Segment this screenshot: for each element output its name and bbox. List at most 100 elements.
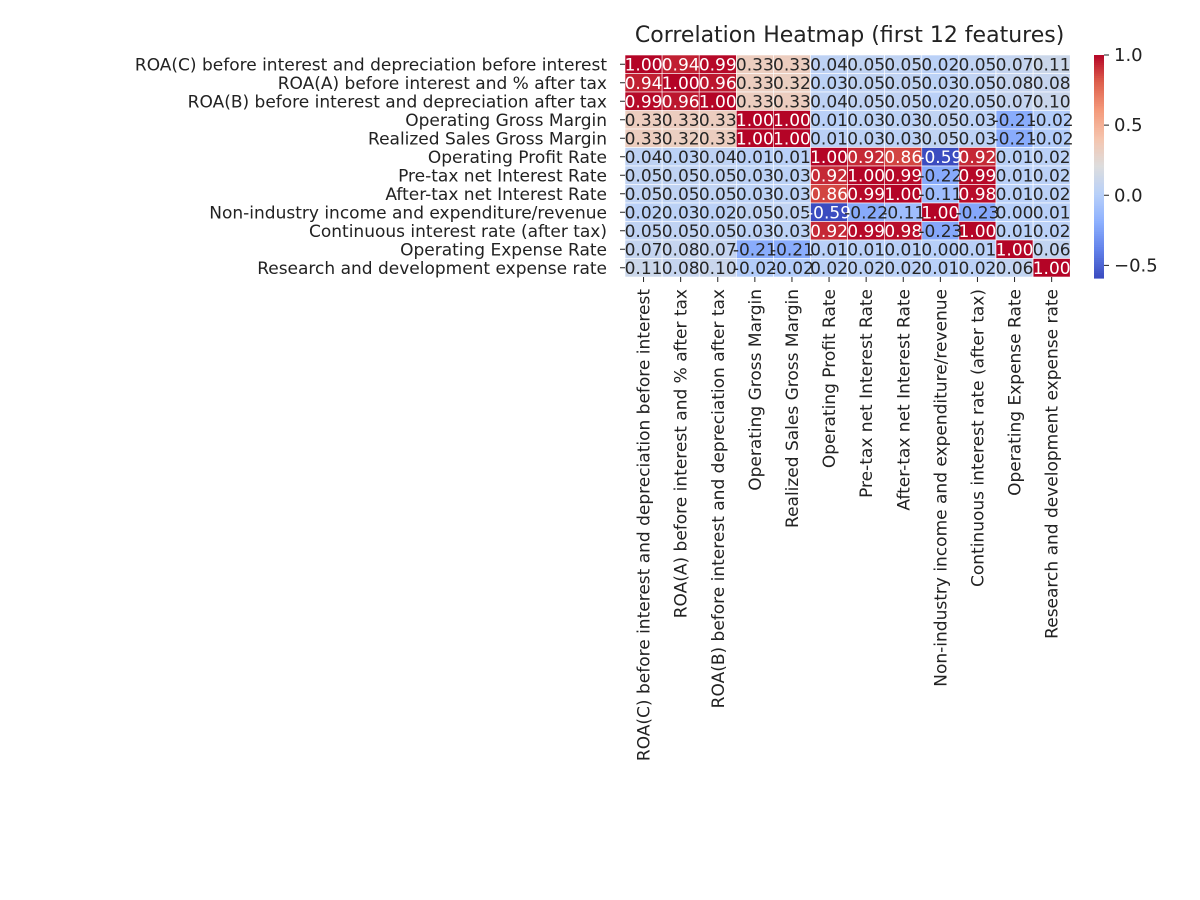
colorbar-segment xyxy=(1094,159,1104,162)
y-tick-labels: ROA(C) before interest and depreciation … xyxy=(135,55,625,279)
colorbar-segment xyxy=(1094,153,1104,156)
y-tick-label: Research and development expense rate xyxy=(257,259,607,279)
cell-value-label: 1.00 xyxy=(736,129,774,149)
colorbar-segment xyxy=(1094,166,1104,169)
cell-value-label: 0.05 xyxy=(662,185,700,205)
cell-annotations: 1.00 0.94 0.99 0.33 0.33 0.04 0.05 0.05 0.02 0.05… xyxy=(625,55,1074,279)
colorbar-segment xyxy=(1094,146,1104,149)
cell-value-label: 0.05 xyxy=(847,55,885,75)
cell-value-label: 1.00 xyxy=(736,111,774,131)
cell-value-label: 0.03 xyxy=(662,148,700,168)
cell-value-label: -0.02 xyxy=(1030,129,1074,149)
colorbar-tick-label: 1.0 xyxy=(1114,45,1143,66)
x-tick-labels: ROA(C) before interest and depreciation … xyxy=(635,277,1063,761)
colorbar-segment xyxy=(1094,227,1104,231)
cell-value-label: 0.05 xyxy=(662,222,700,242)
x-tick-label: ROA(B) before interest and depreciation … xyxy=(709,289,729,708)
cell-value-label: -0.23 xyxy=(918,222,962,242)
cell-value-label: 0.33 xyxy=(699,111,737,131)
cell-value-label: 1.00 xyxy=(773,111,811,131)
colorbar-segment xyxy=(1094,86,1104,90)
cell-value-label: -0.11 xyxy=(918,185,962,205)
cell-value-label: 0.99 xyxy=(847,185,885,205)
cell-value-label: 0.02 xyxy=(921,92,959,112)
colorbar-segment xyxy=(1094,253,1104,257)
colorbar-segment xyxy=(1094,136,1104,140)
colorbar-segment xyxy=(1094,94,1104,97)
x-tick-label: Operating Profit Rate xyxy=(820,289,840,468)
cell-value-label: 0.01 xyxy=(884,240,922,260)
colorbar-segment xyxy=(1094,225,1104,229)
colorbar-segment xyxy=(1094,207,1104,210)
cell-value-label: 0.92 xyxy=(810,166,848,186)
cell-value-label: 0.86 xyxy=(884,148,922,168)
cell-value-label: 0.11 xyxy=(1033,55,1071,75)
cell-value-label: 0.01 xyxy=(996,222,1034,242)
colorbar-segment xyxy=(1094,276,1104,279)
cell-value-label: 0.05 xyxy=(736,203,774,223)
cell-value-label: 0.33 xyxy=(625,111,663,131)
colorbar-segment xyxy=(1094,170,1104,173)
cell-value-label: 0.92 xyxy=(847,148,885,168)
cell-value-label: 0.92 xyxy=(959,148,997,168)
cell-value-label: 0.10 xyxy=(699,259,737,279)
colorbar-segment xyxy=(1094,177,1104,181)
cell-value-label: 0.05 xyxy=(625,185,663,205)
cell-value-label: 1.00 xyxy=(996,240,1034,260)
colorbar-segment xyxy=(1094,64,1104,67)
y-tick-label: Non-industry income and expenditure/reve… xyxy=(209,203,607,223)
cell-value-label: 0.05 xyxy=(625,222,663,242)
colorbar-segment xyxy=(1094,58,1104,62)
x-tick-label: Realized Sales Gross Margin xyxy=(783,289,803,528)
cell-value-label: 0.33 xyxy=(699,129,737,149)
colorbar-segment xyxy=(1094,270,1104,274)
colorbar-segment xyxy=(1094,268,1104,272)
cell-value-label: 0.02 xyxy=(1033,222,1071,242)
cell-value-label: 0.01 xyxy=(996,148,1034,168)
cell-value-label: 1.00 xyxy=(773,129,811,149)
colorbar-segment xyxy=(1094,240,1104,244)
cell-value-label: 0.05 xyxy=(959,74,997,94)
y-tick-label: After-tax net Interest Rate xyxy=(385,185,607,205)
cell-value-label: 0.86 xyxy=(810,185,848,205)
cell-value-label: 0.01 xyxy=(810,129,848,149)
cell-value-label: 0.03 xyxy=(847,111,885,131)
colorbar-segment xyxy=(1094,264,1104,268)
cell-value-label: 0.03 xyxy=(810,74,848,94)
x-tick-label: Research and development expense rate xyxy=(1043,289,1063,639)
colorbar-segment xyxy=(1094,205,1104,208)
cell-value-label: 0.05 xyxy=(959,92,997,112)
colorbar-segment xyxy=(1094,60,1104,64)
cell-value-label: 0.06 xyxy=(996,259,1034,279)
cell-value-label: 0.99 xyxy=(625,92,663,112)
x-tick-label: ROA(A) before interest and % after tax xyxy=(672,289,692,618)
colorbar-segment xyxy=(1094,274,1104,277)
cell-value-label: 0.02 xyxy=(1033,148,1071,168)
colorbar-segment xyxy=(1094,71,1104,75)
colorbar-tick-label: 0.0 xyxy=(1114,185,1143,206)
cell-value-label: 0.07 xyxy=(699,240,737,260)
x-tick-label: Operating Gross Margin xyxy=(746,289,766,491)
cell-value-label: -0.21 xyxy=(993,111,1037,131)
cell-value-label: 0.03 xyxy=(847,129,885,149)
cell-value-label: 0.06 xyxy=(1033,240,1071,260)
cell-value-label: 0.98 xyxy=(884,222,922,242)
colorbar-segment xyxy=(1094,263,1104,266)
cell-value-label: 0.94 xyxy=(662,55,700,75)
colorbar-segment xyxy=(1094,272,1104,275)
colorbar-segment xyxy=(1094,250,1104,253)
cell-value-label: 0.03 xyxy=(959,111,997,131)
cell-value-label: 0.00 xyxy=(996,203,1034,223)
cell-value-label: -0.59 xyxy=(807,203,851,223)
cell-value-label: 0.03 xyxy=(921,74,959,94)
x-tick-label: Operating Expense Rate xyxy=(1006,289,1026,496)
colorbar-segment xyxy=(1094,251,1104,255)
y-tick-label: ROA(C) before interest and depreciation … xyxy=(135,55,607,75)
cell-value-label: 0.05 xyxy=(773,203,811,223)
colorbar-segment xyxy=(1094,203,1104,207)
cell-value-label: 0.02 xyxy=(921,55,959,75)
colorbar-segment xyxy=(1094,244,1104,248)
cell-value-label: 0.11 xyxy=(625,259,663,279)
x-tick-label: Pre-tax net Interest Rate xyxy=(857,289,877,498)
colorbar-tick-label: −0.5 xyxy=(1114,255,1158,276)
